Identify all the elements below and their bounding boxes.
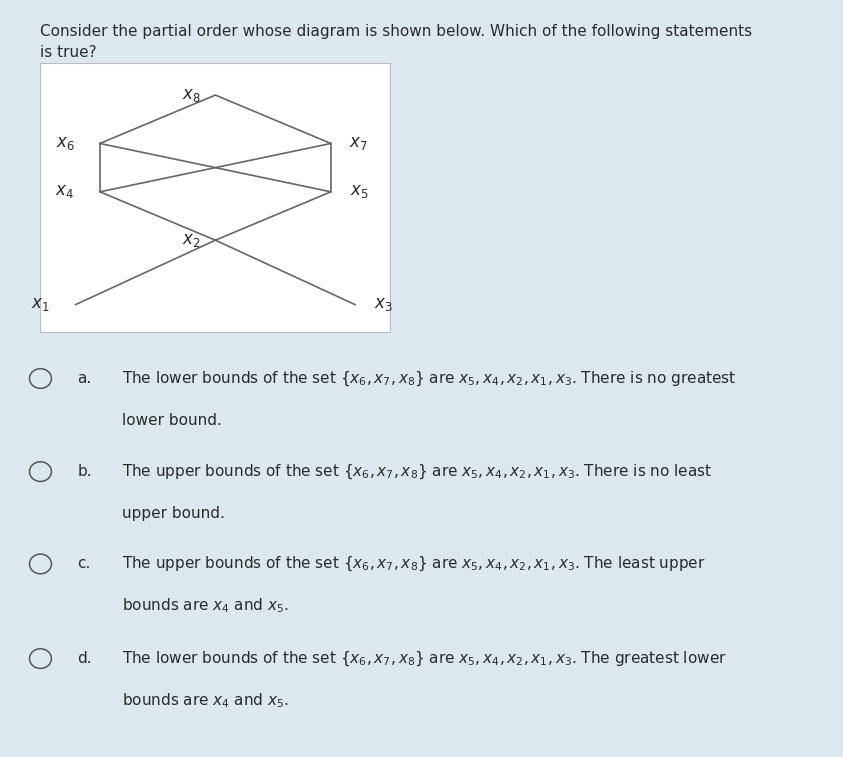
- Text: c.: c.: [78, 556, 91, 572]
- Text: The lower bounds of the set $\{x_6, x_7, x_8\}$ are $x_5, x_4, x_2, x_1, x_3$. T: The lower bounds of the set $\{x_6, x_7,…: [122, 650, 727, 668]
- Text: The upper bounds of the set $\{x_6, x_7, x_8\}$ are $x_5, x_4, x_2, x_1, x_3$. T: The upper bounds of the set $\{x_6, x_7,…: [122, 463, 712, 481]
- Text: $x_5$: $x_5$: [350, 183, 368, 201]
- Text: The lower bounds of the set $\{x_6, x_7, x_8\}$ are $x_5, x_4, x_2, x_1, x_3$. T: The lower bounds of the set $\{x_6, x_7,…: [122, 369, 737, 388]
- Text: bounds are $x_4$ and $x_5$.: bounds are $x_4$ and $x_5$.: [122, 691, 289, 709]
- Text: lower bound.: lower bound.: [122, 413, 222, 428]
- Text: $x_1$: $x_1$: [31, 296, 50, 313]
- Text: Consider the partial order whose diagram is shown below. Which of the following : Consider the partial order whose diagram…: [40, 24, 753, 61]
- Text: b.: b.: [78, 464, 92, 479]
- Text: $x_7$: $x_7$: [350, 135, 368, 152]
- Text: upper bound.: upper bound.: [122, 506, 225, 521]
- Text: $x_2$: $x_2$: [181, 232, 200, 249]
- Text: $x_8$: $x_8$: [181, 86, 201, 104]
- FancyBboxPatch shape: [40, 63, 390, 332]
- Text: d.: d.: [78, 651, 92, 666]
- Text: bounds are $x_4$ and $x_5$.: bounds are $x_4$ and $x_5$.: [122, 597, 289, 615]
- Text: a.: a.: [78, 371, 92, 386]
- Text: $x_4$: $x_4$: [56, 183, 74, 201]
- Text: The upper bounds of the set $\{x_6, x_7, x_8\}$ are $x_5, x_4, x_2, x_1, x_3$. T: The upper bounds of the set $\{x_6, x_7,…: [122, 555, 706, 573]
- Text: $x_6$: $x_6$: [56, 135, 74, 152]
- Text: $x_3$: $x_3$: [374, 296, 393, 313]
